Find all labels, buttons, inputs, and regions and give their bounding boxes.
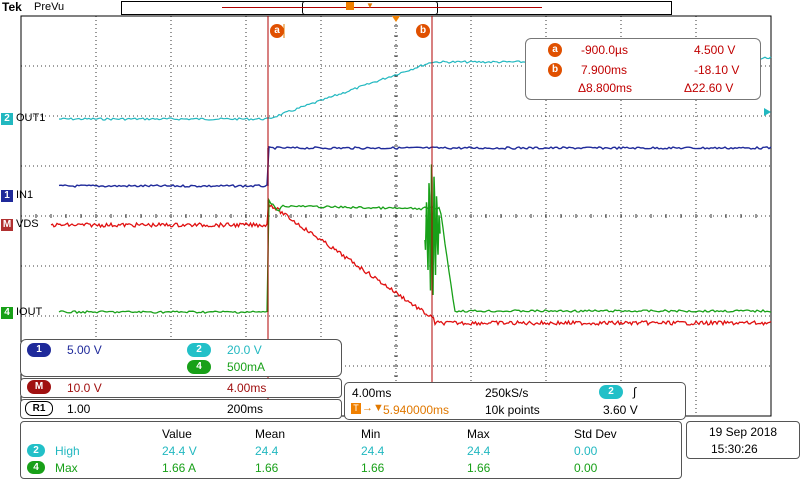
ch2-badge[interactable]: 2: [187, 343, 211, 357]
trigger-marker-icon: [392, 16, 400, 22]
cursor-a-marker[interactable]: a: [270, 24, 284, 38]
ch4-badge[interactable]: 4: [187, 360, 211, 374]
measurement-panel[interactable]: Value Mean Min Max Std Dev 2 High 24.4 V…: [20, 421, 682, 479]
cursor-a-time: -900.0µs: [581, 43, 628, 57]
meas-row1-name: High: [55, 444, 80, 458]
ref-scale: 1.00: [67, 402, 91, 416]
record-view-bar[interactable]: ▼: [121, 1, 672, 15]
trigger-position: 5.940000ms: [383, 403, 450, 417]
ch1-scale: 5.00 V: [67, 343, 102, 357]
trigger-level: 3.60 V: [603, 403, 638, 417]
meas-row1-stddev: 0.00: [574, 444, 598, 458]
cursor-b-value: -18.10 V: [694, 63, 740, 77]
meas-row2-min: 1.66: [361, 461, 385, 475]
record-length: 10k points: [485, 403, 540, 417]
meas-header-min: Min: [361, 427, 381, 441]
trigger-arrow: →▼: [362, 402, 384, 414]
ch2-scale: 20.0 V: [227, 343, 262, 357]
trigger-t-icon: T: [351, 403, 361, 414]
meas-row1-value: 24.4 V: [162, 444, 197, 458]
channel-scale-panel[interactable]: 1 5.00 V 2 20.0 V 4 500mA: [20, 339, 342, 377]
label-vds: VDS: [16, 218, 39, 230]
trace-vds: [50, 201, 772, 327]
ch4-scale: 500mA: [227, 360, 266, 374]
meas-row1-mean: 24.4: [255, 444, 279, 458]
cursor-b-marker[interactable]: b: [416, 24, 430, 38]
trace-in1-line: [58, 146, 772, 188]
meas-header-value: Value: [162, 427, 192, 441]
datetime-panel: 19 Sep 2018 15:30:26: [686, 421, 800, 459]
trace-vds-line: [50, 201, 772, 327]
label-iout: IOUT: [16, 306, 43, 318]
meas-header-max: Max: [467, 427, 490, 441]
trace-iout: [58, 164, 772, 314]
meas-row1-min: 24.4: [361, 444, 385, 458]
trigger-slope-icon: ∫: [633, 385, 637, 399]
timebase-scale: 4.00ms: [352, 386, 392, 400]
date-display: 19 Sep 2018: [709, 425, 778, 439]
record-window[interactable]: [302, 1, 438, 15]
ref-time: 200ms: [227, 402, 264, 416]
meas-row1-ch: 2: [27, 444, 45, 457]
math-scale: 10.0 V: [67, 381, 102, 395]
meas-header-mean: Mean: [255, 427, 286, 441]
cursor-b-time: 7.900ms: [581, 63, 628, 77]
math-badge[interactable]: M: [27, 380, 51, 394]
meas-row2-ch: 4: [27, 461, 45, 474]
ch4-ground-marker[interactable]: 4: [1, 307, 13, 319]
label-in1: IN1: [16, 189, 34, 201]
cursor-delta-time: Δ8.800ms: [578, 81, 633, 95]
record-cursor-span: [222, 7, 542, 8]
meas-row2-mean: 1.66: [255, 461, 279, 475]
ch2-ground-marker[interactable]: 2: [1, 113, 13, 125]
meas-row2-value: 1.66 A: [162, 461, 197, 475]
sample-rate: 250kS/s: [485, 386, 529, 400]
meas-row2-stddev: 0.00: [574, 461, 598, 475]
trigger-source-badge[interactable]: 2: [599, 385, 623, 399]
meas-row2-max: 1.66: [467, 461, 491, 475]
meas-header-stddev: Std Dev: [574, 427, 617, 441]
label-out1: OUT1: [16, 112, 46, 124]
time-display: 15:30:26: [711, 442, 758, 456]
trigger-arrow-icon: ▼: [366, 1, 374, 10]
header-bar: Tek PreVu ▼: [0, 0, 800, 16]
trace-iout-line: [58, 197, 772, 314]
math-scale-panel[interactable]: M 10.0 V 4.00ms: [20, 378, 342, 398]
trigger-position-marker: [346, 2, 354, 10]
cursor-b-icon: b: [548, 63, 562, 77]
ref-badge[interactable]: R1: [25, 401, 53, 416]
cursor-a-icon: a: [548, 43, 562, 57]
timebase-panel[interactable]: 4.00ms 250kS/s 2 ∫ T →▼ 5.940000ms 10k p…: [344, 382, 686, 420]
meas-row1-max: 24.4: [467, 444, 491, 458]
cursor-delta-value: Δ22.60 V: [684, 81, 734, 95]
meas-row2-name: Max: [55, 461, 78, 475]
acquisition-status: PreVu: [34, 1, 65, 13]
ref-scale-panel[interactable]: R1 1.00 200ms: [20, 399, 342, 419]
ch1-badge[interactable]: 1: [27, 343, 51, 357]
math-time: 4.00ms: [227, 381, 267, 395]
cursor-readout: a -900.0µs 4.500 V b 7.900ms -18.10 V Δ8…: [525, 38, 761, 100]
cursor-a-value: 4.500 V: [694, 43, 736, 57]
math-ground-marker[interactable]: M: [1, 219, 13, 231]
trace-in1: [58, 146, 772, 188]
brand-logo: Tek: [2, 0, 22, 14]
ch1-ground-marker[interactable]: 1: [1, 190, 13, 202]
trigger-level-marker: [764, 108, 771, 116]
